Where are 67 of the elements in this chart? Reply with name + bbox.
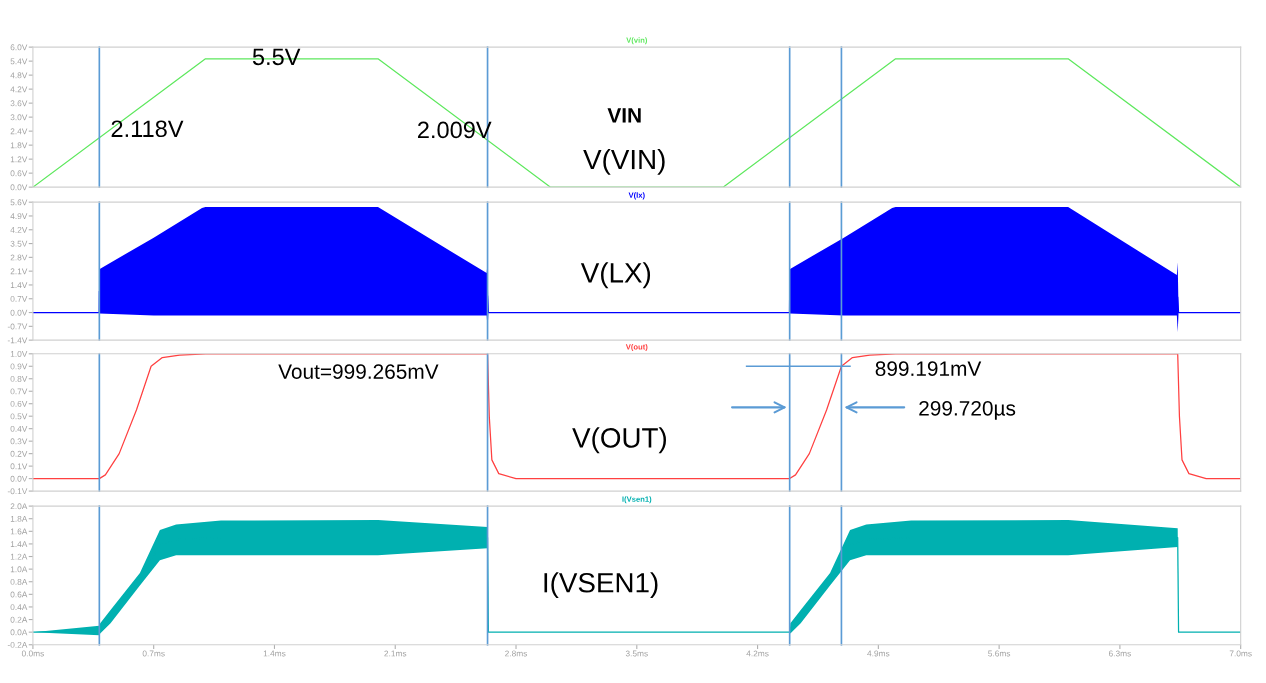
x-tick-label: 5.6ms	[988, 650, 1011, 657]
y-tick-label: 0.7V	[10, 388, 28, 395]
x-tick-label: 0.0ms	[21, 650, 44, 657]
y-tick-label: -0.1V	[7, 488, 28, 495]
y-tick-label: 1.0V	[10, 350, 28, 357]
annotation: V(LX)	[580, 262, 651, 289]
y-tick-label: 2.0A	[10, 503, 28, 510]
y-tick-label: 0.6A	[10, 591, 28, 598]
y-tick-label: 2.1V	[10, 268, 28, 275]
y-tick-label: 0.5V	[10, 413, 28, 420]
x-tick-label: 4.2ms	[746, 650, 769, 657]
y-tick-label: 3.0V	[10, 114, 28, 121]
y-tick-label: 1.8V	[10, 142, 28, 149]
y-tick-label: 0.9V	[10, 363, 28, 370]
x-tick-label: 2.8ms	[505, 650, 528, 657]
y-tick-label: 4.8V	[10, 72, 28, 79]
y-tick-label: 1.8A	[10, 515, 28, 522]
y-tick-label: 0.1V	[10, 463, 28, 470]
y-tick-label: 1.4A	[10, 541, 28, 547]
annotation: 2.118V	[111, 120, 184, 138]
annotation: 5.5V	[252, 48, 301, 66]
y-tick-label: -0.2A	[7, 641, 28, 648]
x-tick-label: 0.7ms	[142, 650, 165, 657]
annotation: V(VIN)	[583, 148, 665, 175]
annotation: V(OUT)	[572, 427, 666, 454]
y-tick-label: 0.0A	[10, 629, 28, 636]
y-tick-label: 0.4A	[10, 604, 28, 611]
x-tick-label: 2.1ms	[384, 650, 407, 657]
annotation: 899.191mV	[875, 361, 982, 377]
y-tick-label: 2.8V	[10, 254, 28, 261]
y-tick-label: 6.0V	[10, 44, 28, 51]
annotation: Vout=999.265mV	[278, 364, 439, 379]
y-tick-label: 0.6V	[10, 170, 28, 177]
y-tick-label: 2.4V	[10, 128, 28, 135]
y-tick-label: 1.4V	[10, 282, 28, 288]
y-tick-label: 0.0V	[10, 475, 28, 482]
y-tick-label: 0.3V	[10, 438, 28, 445]
x-tick-label: 4.9ms	[867, 650, 890, 657]
y-tick-label: 0.2V	[10, 450, 28, 457]
x-tick-label: 7.0ms	[1229, 650, 1252, 657]
y-tick-label: 0.0V	[10, 309, 28, 316]
y-tick-label: 1.2A	[10, 553, 28, 560]
y-tick-label: 0.8A	[10, 578, 28, 585]
y-tick-label: 3.5V	[10, 240, 28, 247]
y-tick-label: 0.2A	[10, 616, 28, 623]
x-tick-label: 6.3ms	[1108, 650, 1131, 657]
x-tick-label: 3.5ms	[625, 650, 648, 657]
annotation: 299.720µs	[919, 400, 1016, 420]
x-tick-label: 1.4ms	[263, 650, 286, 657]
y-tick-label: 0.6V	[10, 400, 28, 407]
y-tick-label: -0.7V	[7, 323, 28, 330]
y-tick-label: 1.2V	[10, 156, 28, 163]
y-tick-label: 4.2V	[10, 226, 28, 233]
y-tick-label: 0.7V	[10, 295, 28, 302]
y-tick-label: 0.0V	[10, 184, 28, 191]
y-tick-label: 1.6A	[10, 528, 28, 535]
y-tick-label: 4.9V	[10, 213, 28, 220]
y-tick-label: 0.8V	[10, 375, 28, 382]
y-tick-label: 3.6V	[10, 100, 28, 107]
y-tick-label: 4.2V	[10, 86, 28, 93]
y-tick-label: -1.4V	[7, 337, 28, 344]
y-tick-label: 5.6V	[10, 199, 28, 206]
y-tick-label: 1.0A	[10, 566, 28, 573]
y-tick-label: 0.4V	[10, 425, 28, 432]
annotation: I(VSEN1)	[544, 572, 658, 599]
annotation: VIN	[607, 108, 641, 123]
y-tick-label: 5.4V	[10, 58, 28, 65]
